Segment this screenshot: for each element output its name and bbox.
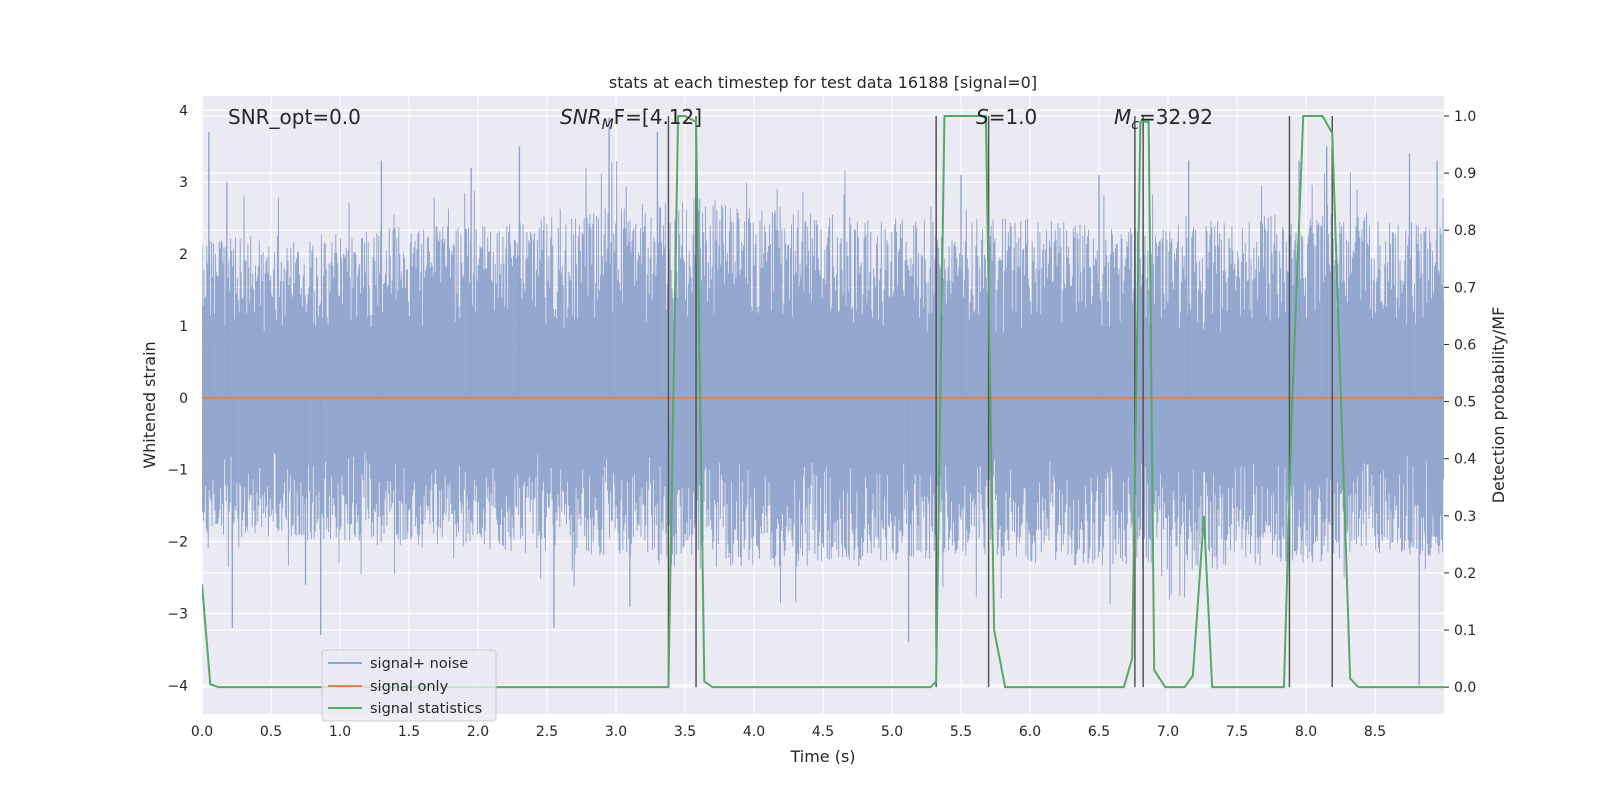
s-annotation: S=1.0 — [976, 105, 1037, 129]
x-tick-label: 0.5 — [260, 724, 282, 740]
mc-annotation-value: =32.92 — [1139, 105, 1213, 129]
x-tick-label: 5.0 — [881, 724, 903, 740]
y-right-tick-label: 1.0 — [1454, 109, 1476, 125]
legend-label-signal-noise: signal+ noise — [370, 656, 468, 672]
y-axis-label-right: Detection probability/MF — [1489, 307, 1508, 504]
x-tick-label: 0.0 — [191, 724, 213, 740]
x-tick-label: 6.5 — [1088, 724, 1110, 740]
legend-label-signal-statistics: signal statistics — [370, 701, 482, 717]
snr-opt-annotation: SNR_opt=0.0 — [228, 105, 361, 129]
y-right-tick-label: 0.4 — [1454, 452, 1476, 468]
y-left-tick-label: 2 — [179, 247, 188, 263]
snr-mf-part-a: SNR — [560, 105, 602, 129]
legend: signal+ noise signal only signal statist… — [321, 649, 497, 722]
vertical-markers — [667, 115, 1333, 688]
x-tick-label: 8.0 — [1295, 724, 1317, 740]
x-tick-label: 4.5 — [812, 724, 834, 740]
y-right-tick-label: 0.2 — [1454, 566, 1476, 582]
y-left-tick-label: 1 — [179, 319, 188, 335]
y-right-tick-label: 0.5 — [1454, 395, 1476, 411]
signal-statistics-series — [202, 114, 1444, 689]
signal-statistics-line — [202, 114, 1444, 689]
mc-annotation: Mc=32.92 — [1114, 105, 1213, 133]
x-tick-label: 1.5 — [398, 724, 420, 740]
x-tick-label: 7.0 — [1157, 724, 1179, 740]
y-left-tick-label: −4 — [167, 678, 188, 694]
signal-noise-line — [202, 160, 1444, 605]
x-tick-label: 3.0 — [605, 724, 627, 740]
signal-noise-series — [202, 117, 1444, 686]
y-right-tick-label: 0.3 — [1454, 509, 1476, 525]
snr-mf-part-b: F=[4.12] — [614, 105, 702, 129]
y-right-tick-label: 0.7 — [1454, 280, 1476, 296]
y-right-tick-label: 0.8 — [1454, 223, 1476, 239]
s-annotation-value: =1.0 — [989, 105, 1038, 129]
mc-annotation-subscript: c — [1131, 117, 1139, 133]
tick-labels: 0.0 0.5 1.0 1.5 2.0 2.5 3.0 3.5 4.0 4.5 5.0 5.5 6.0 6… — [167, 103, 1476, 740]
x-tick-label: 7.5 — [1226, 724, 1248, 740]
legend-label-signal-only: signal only — [370, 679, 449, 695]
y-right-tick-label: 0.9 — [1454, 166, 1476, 182]
x-tick-label: 1.0 — [329, 724, 351, 740]
y-right-tick-label: 0.6 — [1454, 337, 1476, 353]
y-axis-label-left: Whitened strain — [140, 341, 159, 468]
y-right-tick-label: 0.1 — [1454, 623, 1476, 639]
x-tick-label: 8.5 — [1364, 724, 1386, 740]
x-tick-label: 2.0 — [467, 724, 489, 740]
x-tick-label: 4.0 — [743, 724, 765, 740]
y-left-tick-label: 4 — [179, 103, 188, 119]
x-tick-label: 3.5 — [674, 724, 696, 740]
s-annotation-var: S — [976, 105, 989, 129]
snr-mf-annotation: SNRMF=[4.12] — [560, 105, 702, 133]
x-axis-label: Time (s) — [789, 747, 855, 766]
mc-annotation-var: M — [1114, 105, 1131, 129]
y-left-tick-label: −3 — [167, 606, 188, 622]
legend-box — [321, 649, 497, 722]
x-tick-label: 2.5 — [536, 724, 558, 740]
y-right-tick-label: 0.0 — [1454, 680, 1476, 696]
y-left-tick-label: 3 — [179, 175, 188, 191]
y-left-tick-label: −1 — [167, 463, 188, 479]
chart-title: stats at each timestep for test data 161… — [609, 73, 1037, 92]
y-left-tick-label: −2 — [167, 535, 188, 551]
snr-mf-subscript: M — [602, 117, 614, 133]
y-left-tick-label: 0 — [179, 391, 188, 407]
x-tick-label: 5.5 — [950, 724, 972, 740]
x-tick-label: 6.0 — [1019, 724, 1041, 740]
